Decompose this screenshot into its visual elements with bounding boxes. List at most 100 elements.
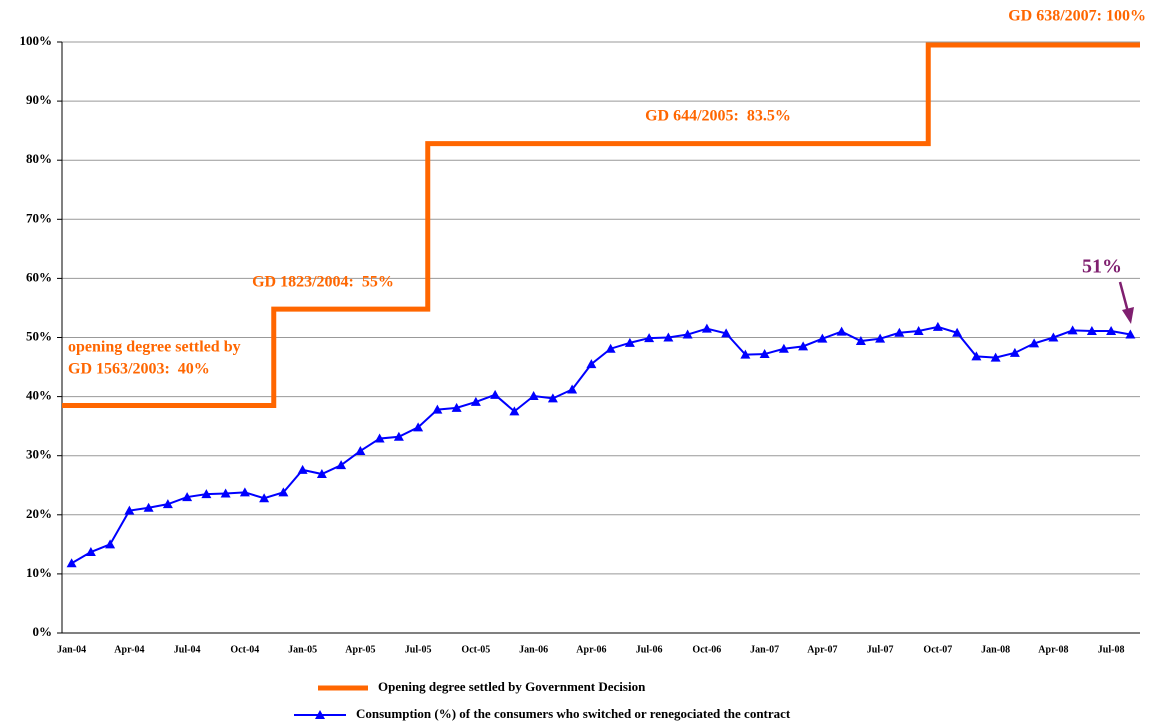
x-tick-label: Oct-04	[230, 644, 259, 655]
marker	[817, 333, 828, 343]
annotation: GD 638/2007: 100%	[1008, 8, 1146, 25]
marker	[143, 502, 154, 512]
marker	[1029, 338, 1040, 348]
step-line	[62, 42, 1140, 408]
y-tick-label: 40%	[26, 388, 52, 403]
marker	[1048, 332, 1059, 342]
y-tick-label: 60%	[26, 269, 52, 284]
y-tick-label: 100%	[20, 33, 53, 48]
marker	[105, 539, 116, 549]
marker	[509, 406, 520, 416]
marker	[778, 343, 789, 353]
marker	[85, 547, 96, 557]
marker	[470, 396, 481, 406]
x-tick-label: Jul-06	[636, 644, 663, 655]
marker	[644, 333, 655, 343]
marker	[913, 325, 924, 335]
marker	[1086, 325, 1097, 335]
marker	[297, 464, 308, 474]
marker	[124, 505, 135, 515]
y-tick-label: 0%	[33, 624, 53, 639]
x-tick-label: Jan-05	[288, 644, 317, 655]
legend-marker	[315, 710, 325, 719]
marker	[990, 352, 1001, 362]
marker	[624, 337, 635, 347]
marker	[701, 323, 712, 333]
marker	[952, 327, 963, 337]
marker	[586, 359, 597, 369]
annotation: GD 1563/2003: 40%	[68, 361, 210, 378]
marker	[894, 327, 905, 337]
marker	[740, 349, 751, 359]
marker	[239, 487, 250, 497]
marker	[355, 445, 366, 455]
marker	[1106, 325, 1117, 335]
x-tick-label: Jan-08	[981, 644, 1010, 655]
marker	[567, 384, 578, 394]
marker	[393, 431, 404, 441]
y-tick-label: 30%	[26, 447, 52, 462]
marker	[1125, 329, 1136, 339]
legend-label: Consumption (%) of the consumers who swi…	[356, 706, 791, 721]
x-tick-label: Apr-05	[345, 644, 375, 655]
marker	[663, 332, 674, 342]
marker	[162, 499, 173, 509]
x-tick-label: Oct-07	[923, 644, 952, 655]
marker	[605, 343, 616, 353]
arrow-head	[1122, 307, 1134, 324]
y-tick-label: 10%	[26, 565, 52, 580]
marker	[182, 492, 193, 502]
x-tick-label: Oct-05	[461, 644, 490, 655]
marker	[932, 321, 943, 331]
marker	[432, 404, 443, 414]
marker	[971, 351, 982, 361]
marker	[259, 493, 270, 503]
y-tick-label: 20%	[26, 506, 52, 521]
marker	[451, 402, 462, 412]
annotation: opening degree settled by	[68, 339, 241, 356]
x-tick-label: Jan-04	[57, 644, 86, 655]
x-tick-label: Apr-08	[1038, 644, 1068, 655]
annotation: GD 644/2005: 83.5%	[645, 108, 791, 125]
x-tick-label: Jul-04	[174, 644, 201, 655]
marker	[798, 341, 809, 351]
y-tick-label: 70%	[26, 210, 52, 225]
x-tick-label: Jan-07	[750, 644, 779, 655]
y-tick-label: 80%	[26, 151, 52, 166]
marker	[547, 393, 558, 403]
marker	[316, 469, 327, 479]
x-tick-label: Jul-05	[405, 644, 432, 655]
y-tick-label: 50%	[26, 328, 52, 343]
marker	[201, 489, 212, 499]
marker	[836, 326, 847, 336]
marker	[682, 329, 693, 339]
marker	[413, 422, 424, 432]
arrow-shaft	[1118, 281, 1130, 313]
marker	[721, 328, 732, 338]
x-tick-label: Apr-07	[807, 644, 837, 655]
x-tick-label: Oct-06	[692, 644, 721, 655]
marker	[220, 488, 231, 498]
legend-label: Opening degree settled by Government Dec…	[378, 679, 646, 694]
x-tick-label: Jan-06	[519, 644, 548, 655]
marker	[1067, 325, 1078, 335]
series-line	[71, 325, 1131, 565]
annotation: GD 1823/2004: 55%	[252, 274, 394, 291]
x-tick-label: Apr-04	[114, 644, 144, 655]
annotation: 51%	[1082, 256, 1122, 278]
marker	[875, 333, 886, 343]
x-tick-label: Apr-06	[576, 644, 606, 655]
marker	[336, 460, 347, 470]
marker	[278, 487, 289, 497]
marker	[66, 558, 77, 568]
marker	[374, 433, 385, 443]
marker	[490, 389, 501, 399]
x-tick-label: Jul-07	[867, 644, 894, 655]
y-tick-label: 90%	[26, 92, 52, 107]
marker	[759, 349, 770, 359]
marker	[855, 336, 866, 346]
marker	[528, 391, 539, 401]
marker	[1009, 347, 1020, 357]
x-tick-label: Jul-08	[1098, 644, 1125, 655]
